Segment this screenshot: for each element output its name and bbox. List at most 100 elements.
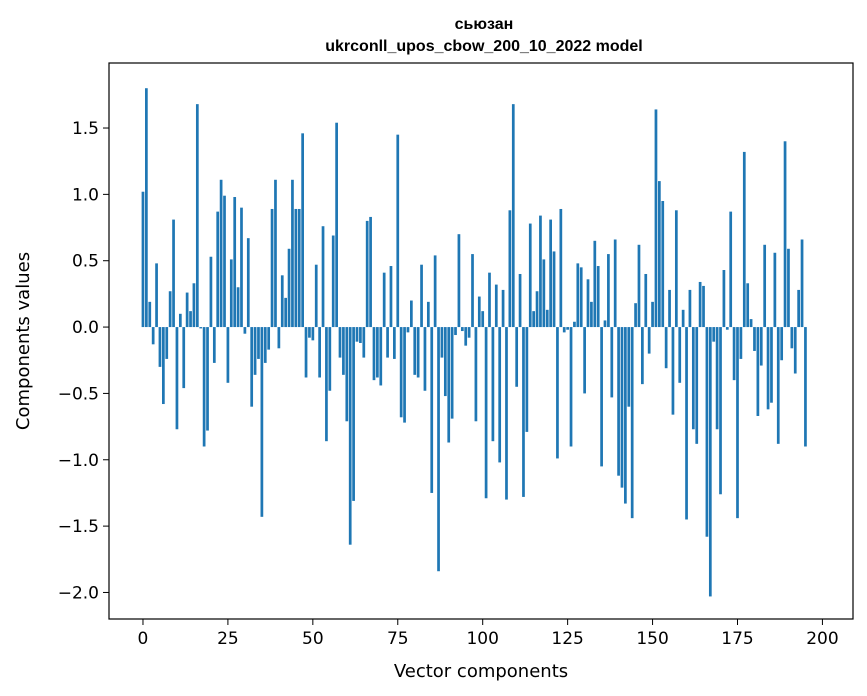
bar-18 (202, 327, 206, 447)
bar-99 (477, 296, 481, 328)
bar-182 (759, 327, 763, 366)
bar-32 (250, 327, 254, 407)
bar-61 (348, 327, 352, 545)
bar-158 (678, 327, 682, 383)
bar-56 (331, 235, 335, 328)
bar-65 (362, 327, 366, 358)
y-axis-ticks: 1.5 1.0 0.5 0.0 −0.5 −1.0 −1.5 −2.0 (58, 119, 109, 603)
x-axis-label: Vector components (394, 661, 568, 682)
bar-38 (270, 208, 274, 328)
bar-15 (192, 283, 196, 328)
bar-80 (413, 327, 417, 375)
bar-136 (603, 320, 607, 328)
bar-116 (535, 291, 539, 328)
bar-57 (335, 122, 338, 328)
bar-9 (172, 219, 175, 328)
bar-82 (420, 264, 423, 328)
bar-107 (505, 327, 508, 500)
bar-163 (695, 327, 699, 444)
bar-74 (393, 327, 396, 359)
bar-59 (342, 327, 345, 375)
bar-179 (749, 319, 753, 328)
bar-113 (525, 327, 529, 432)
bar-6 (162, 327, 165, 405)
bar-7 (165, 327, 169, 359)
bar-69 (376, 327, 379, 378)
bar-128 (576, 263, 580, 328)
y-tick-label: −1.5 (58, 517, 99, 537)
bar-73 (389, 266, 393, 328)
bar-195 (804, 327, 807, 447)
bar-35 (260, 327, 264, 517)
bar-12 (182, 327, 186, 389)
bar-152 (658, 181, 661, 328)
bar-66 (365, 220, 369, 328)
bar-81 (416, 327, 420, 378)
bar-93 (457, 234, 461, 328)
bar-122 (556, 327, 559, 459)
bar-3 (151, 327, 155, 345)
bar-series (141, 88, 807, 597)
bar-21 (212, 327, 216, 363)
bar-37 (267, 327, 271, 350)
bar-161 (688, 289, 692, 328)
bar-62 (352, 327, 355, 501)
bar-104 (494, 284, 498, 328)
bar-139 (613, 239, 617, 328)
x-tick-label: 175 (721, 629, 753, 649)
bar-78 (406, 327, 410, 333)
bar-141 (620, 327, 624, 488)
bar-110 (515, 327, 519, 387)
bar-131 (586, 279, 590, 328)
bar-155 (668, 289, 671, 328)
bar-194 (800, 239, 804, 328)
bar-176 (739, 327, 743, 359)
bar-153 (661, 201, 665, 328)
bar-132 (590, 301, 593, 328)
y-tick-label: −1.0 (58, 451, 99, 471)
bar-168 (712, 327, 716, 342)
bar-193 (797, 289, 800, 328)
bar-149 (647, 327, 651, 354)
bar-1 (145, 88, 148, 328)
bar-154 (664, 327, 668, 369)
x-tick-label: 200 (806, 629, 838, 649)
bar-118 (542, 259, 546, 328)
bar-133 (593, 240, 597, 328)
bar-50 (311, 327, 315, 341)
bar-138 (610, 327, 614, 398)
x-tick-label: 25 (217, 629, 239, 649)
y-tick-label: 1.5 (72, 119, 99, 139)
bar-166 (705, 327, 709, 537)
bar-95 (464, 327, 468, 346)
bar-174 (732, 327, 736, 381)
plot-frame (108, 62, 854, 620)
bar-106 (501, 289, 505, 328)
bar-119 (545, 309, 549, 328)
bar-111 (518, 273, 522, 328)
bar-23 (219, 179, 223, 328)
bar-191 (790, 327, 794, 349)
y-tick-label: 0.0 (72, 318, 99, 338)
bar-165 (702, 285, 705, 328)
bar-13 (185, 292, 189, 328)
bar-43 (287, 248, 291, 328)
bar-41 (280, 275, 284, 328)
bar-169 (715, 327, 719, 430)
bar-77 (403, 327, 406, 423)
bar-146 (637, 244, 641, 328)
bar-4 (155, 263, 158, 328)
bar-63 (355, 327, 359, 342)
bar-147 (641, 327, 644, 385)
bar-28 (236, 287, 240, 328)
bar-181 (756, 327, 760, 416)
bar-87 (437, 327, 440, 572)
bar-135 (600, 327, 603, 467)
bar-167 (708, 327, 712, 597)
bar-83 (423, 327, 427, 391)
bar-48 (304, 327, 308, 378)
bar-115 (532, 311, 536, 328)
bar-0 (141, 191, 145, 328)
